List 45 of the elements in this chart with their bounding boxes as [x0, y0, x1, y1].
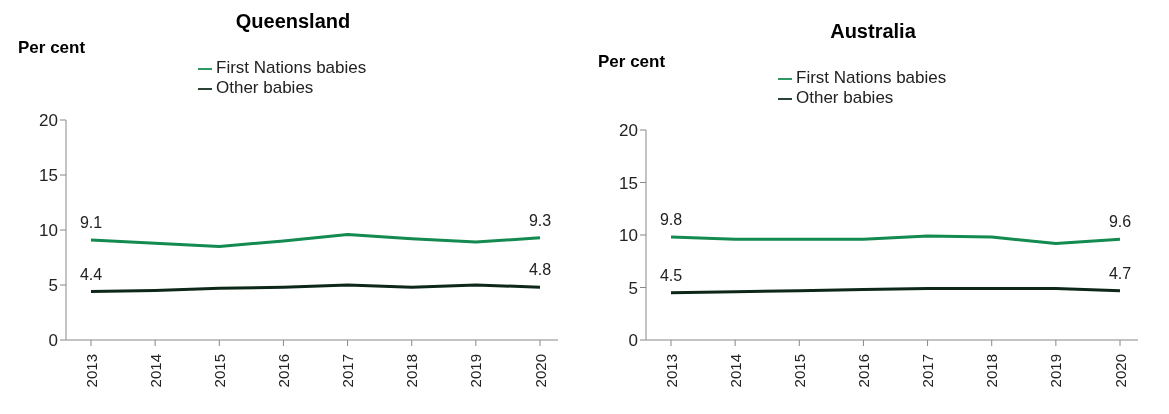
x-tick-label: 2014	[146, 354, 164, 388]
x-tick-label: 2016	[274, 354, 292, 388]
x-tick-label: 2013	[662, 354, 680, 388]
y-tick-label: 5	[48, 276, 58, 296]
y-tick-label: 20	[39, 111, 58, 131]
legend-label: Other babies	[796, 88, 894, 107]
y-tick-label: 0	[48, 331, 58, 351]
data-label: 9.1	[79, 213, 103, 231]
data-label: 9.6	[1108, 213, 1132, 231]
x-tick-label: 2019	[467, 354, 485, 388]
x-tick-label: 2015	[790, 354, 808, 388]
y-tick-label: 20	[619, 121, 638, 141]
y-tick-label: 10	[39, 221, 58, 241]
line-series	[89, 232, 542, 248]
data-label: 9.3	[528, 211, 552, 229]
x-tick-label: 2018	[983, 354, 1001, 388]
data-label: 9.8	[659, 211, 683, 229]
chart-title: Queensland	[234, 10, 352, 33]
y-axis-title: Per cent	[598, 52, 666, 72]
x-tick-label: 2016	[854, 354, 872, 388]
legend-label: First Nations babies	[796, 68, 947, 87]
data-label: 4.4	[79, 265, 103, 283]
x-tick-label: 2020	[1111, 354, 1129, 388]
chart-title: Australia	[829, 20, 917, 43]
data-label: 4.8	[528, 261, 552, 279]
legend-label: First Nations babies	[216, 58, 367, 77]
x-tick-label: 2013	[82, 354, 100, 388]
y-tick-label: 10	[619, 226, 638, 246]
y-tick-label: 5	[628, 278, 638, 298]
line-series	[669, 234, 1122, 245]
y-tick-label: 15	[619, 173, 638, 193]
data-label: 4.7	[1108, 264, 1132, 282]
y-axis-title: Per cent	[18, 38, 86, 58]
x-tick-label: 2018	[403, 354, 421, 388]
x-tick-label: 2020	[531, 354, 549, 388]
x-tick-label: 2015	[210, 354, 228, 388]
x-tick-label: 2014	[726, 354, 744, 388]
y-tick-label: 15	[39, 166, 58, 186]
data-label: 4.5	[659, 266, 683, 284]
legend-label: Other babies	[216, 78, 314, 97]
x-tick-label: 2017	[919, 354, 937, 388]
line-series	[89, 283, 542, 294]
x-tick-label: 2019	[1047, 354, 1065, 388]
y-tick-label: 0	[628, 331, 638, 351]
x-tick-label: 2017	[339, 354, 357, 388]
